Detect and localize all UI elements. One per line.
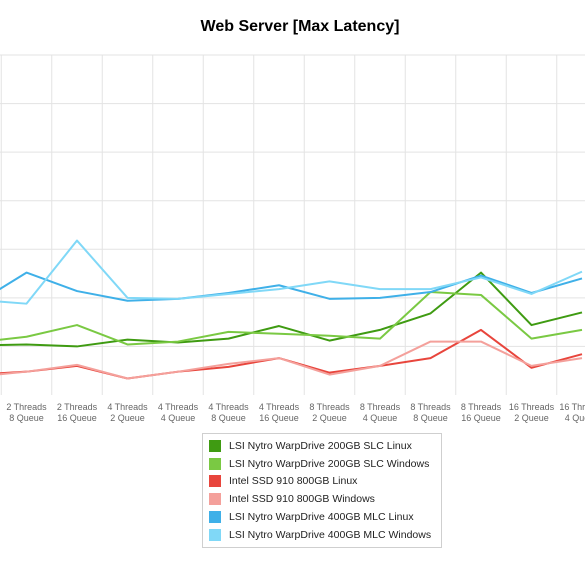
series-line-1: [0, 291, 583, 346]
legend: LSI Nytro WarpDrive 200GB SLC Linux LSI N…: [202, 433, 442, 548]
x-tick-label: 8 Threads 2 Queue: [309, 402, 350, 423]
chart-title: Web Server [Max Latency]: [200, 18, 400, 35]
legend-swatch: [209, 511, 221, 524]
x-tick-label: 8 Threads 4 Queue: [360, 402, 401, 423]
series-line-3: [0, 340, 583, 380]
series-line-2: [0, 328, 583, 380]
series-line-4: [0, 271, 583, 302]
legend-label: LSI Nytro WarpDrive 400GB MLC Windows: [229, 528, 432, 541]
x-tick-label: 4 Threads 4 Queue: [158, 402, 199, 423]
legend-swatch: [209, 528, 221, 541]
x-tick-label: 4 Threads 16 Queue: [259, 402, 300, 423]
x-tick-label: 8 Threads 8 Queue: [410, 402, 451, 423]
series-line-0: [0, 271, 583, 348]
legend-item: Intel SSD 910 800GB Linux: [203, 473, 441, 491]
legend-label: LSI Nytro WarpDrive 200GB SLC Windows: [229, 457, 430, 470]
legend-label: LSI Nytro WarpDrive 400GB MLC Linux: [229, 511, 414, 524]
legend-item: LSI Nytro WarpDrive 200GB SLC Windows: [203, 455, 441, 473]
x-tick-label: 4 Threads 8 Queue: [208, 402, 249, 423]
legend-item: Intel SSD 910 800GB Windows: [203, 490, 441, 508]
legend-label: Intel SSD 910 800GB Linux: [229, 475, 358, 488]
legend-item: LSI Nytro WarpDrive 400GB MLC Linux: [203, 508, 441, 526]
legend-item: LSI Nytro WarpDrive 400GB MLC Windows: [203, 526, 441, 544]
series-line-5: [0, 239, 583, 305]
legend-swatch: [209, 457, 221, 470]
x-tick-label: 4 Threads 2 Queue: [107, 402, 148, 423]
legend-item: LSI Nytro WarpDrive 200GB SLC Linux: [203, 437, 441, 455]
x-tick-label: 2 Threads 8 Queue: [6, 402, 47, 423]
x-tick-label: 16 Threads 2 Queue: [509, 402, 555, 423]
legend-label: Intel SSD 910 800GB Windows: [229, 493, 375, 506]
legend-label: LSI Nytro WarpDrive 200GB SLC Linux: [229, 439, 412, 452]
x-tick-label: 8 Threads 16 Queue: [461, 402, 502, 423]
x-tick-label: 2 Threads 16 Queue: [57, 402, 98, 423]
legend-swatch: [209, 439, 221, 452]
legend-swatch: [209, 493, 221, 506]
legend-swatch: [209, 475, 221, 488]
